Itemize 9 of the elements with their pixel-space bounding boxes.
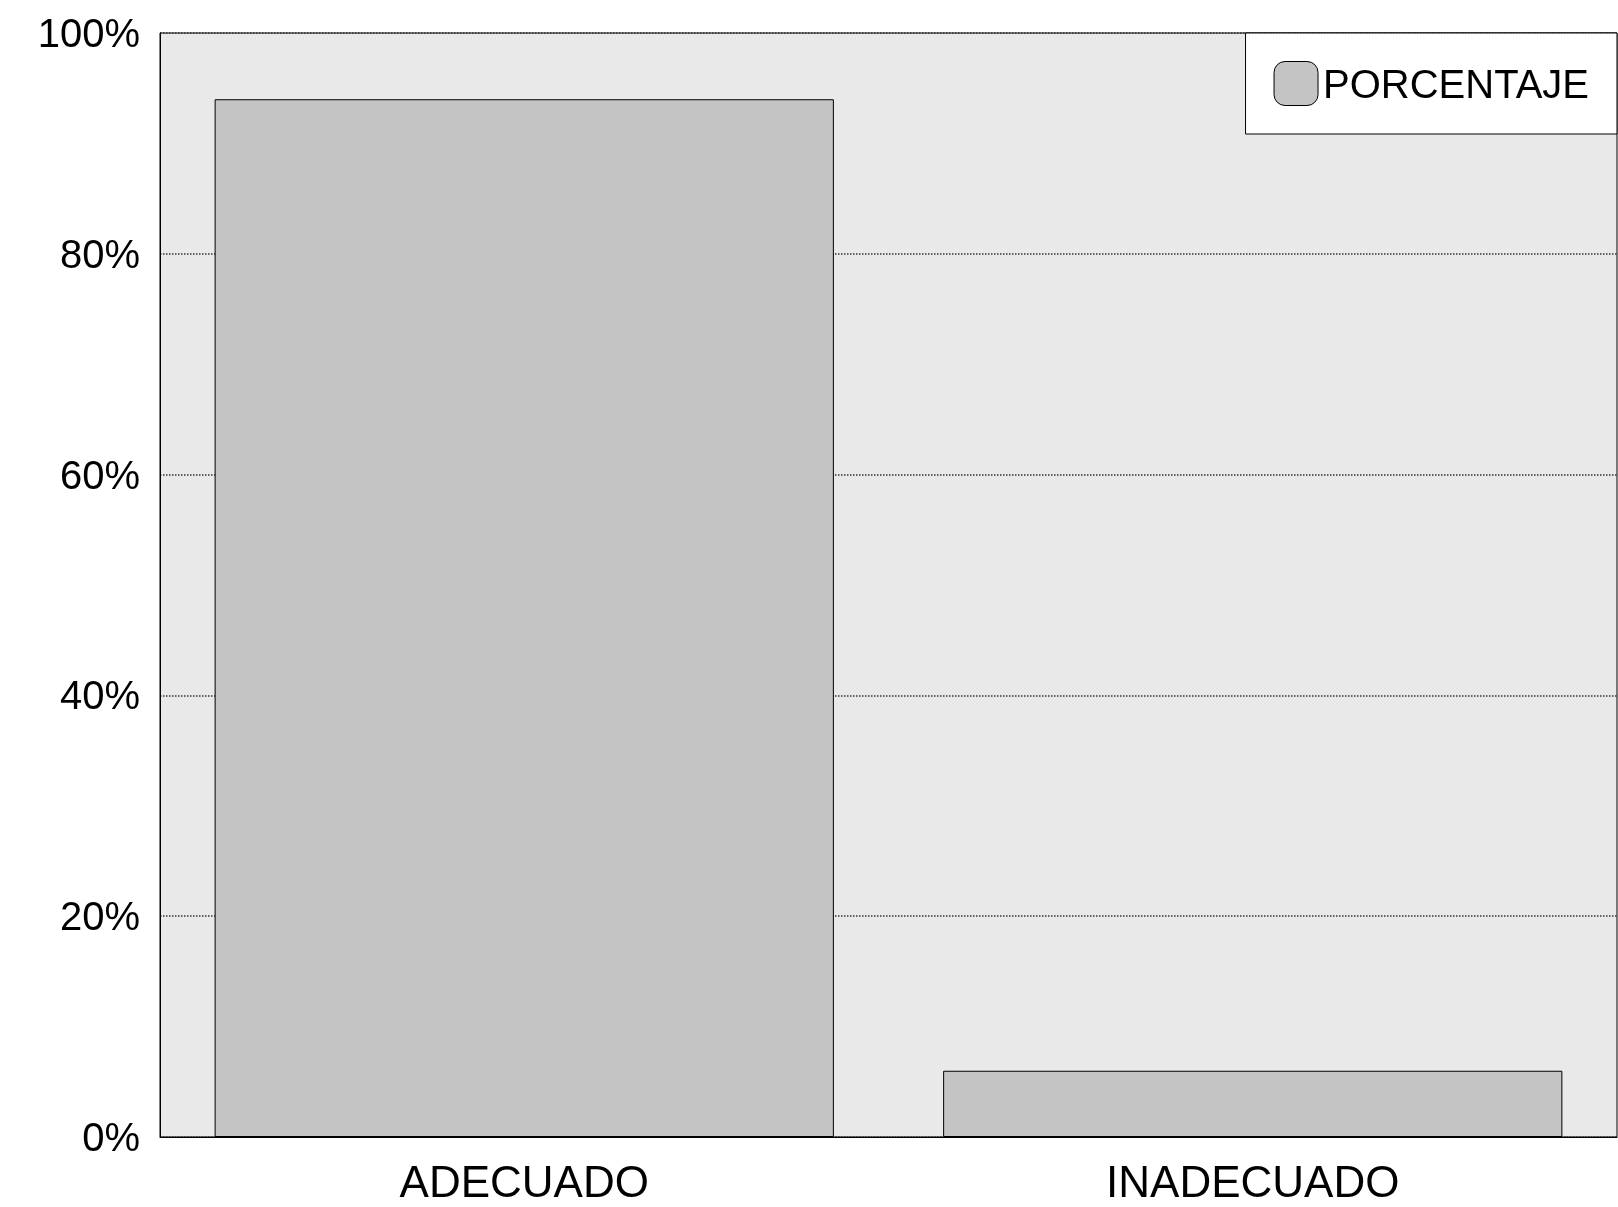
y-tick-label: 0% xyxy=(82,1115,140,1159)
y-tick-label: 20% xyxy=(59,894,140,939)
x-tick-label: INADECUADO xyxy=(1106,1156,1400,1206)
y-tick-label: 100% xyxy=(37,11,140,55)
y-tick-label: 40% xyxy=(59,673,140,718)
y-tick-label: 80% xyxy=(59,231,140,276)
x-tick-label: ADECUADO xyxy=(399,1156,649,1206)
y-tick-label: 60% xyxy=(59,452,140,497)
legend-label: PORCENTAJE xyxy=(1323,61,1590,106)
